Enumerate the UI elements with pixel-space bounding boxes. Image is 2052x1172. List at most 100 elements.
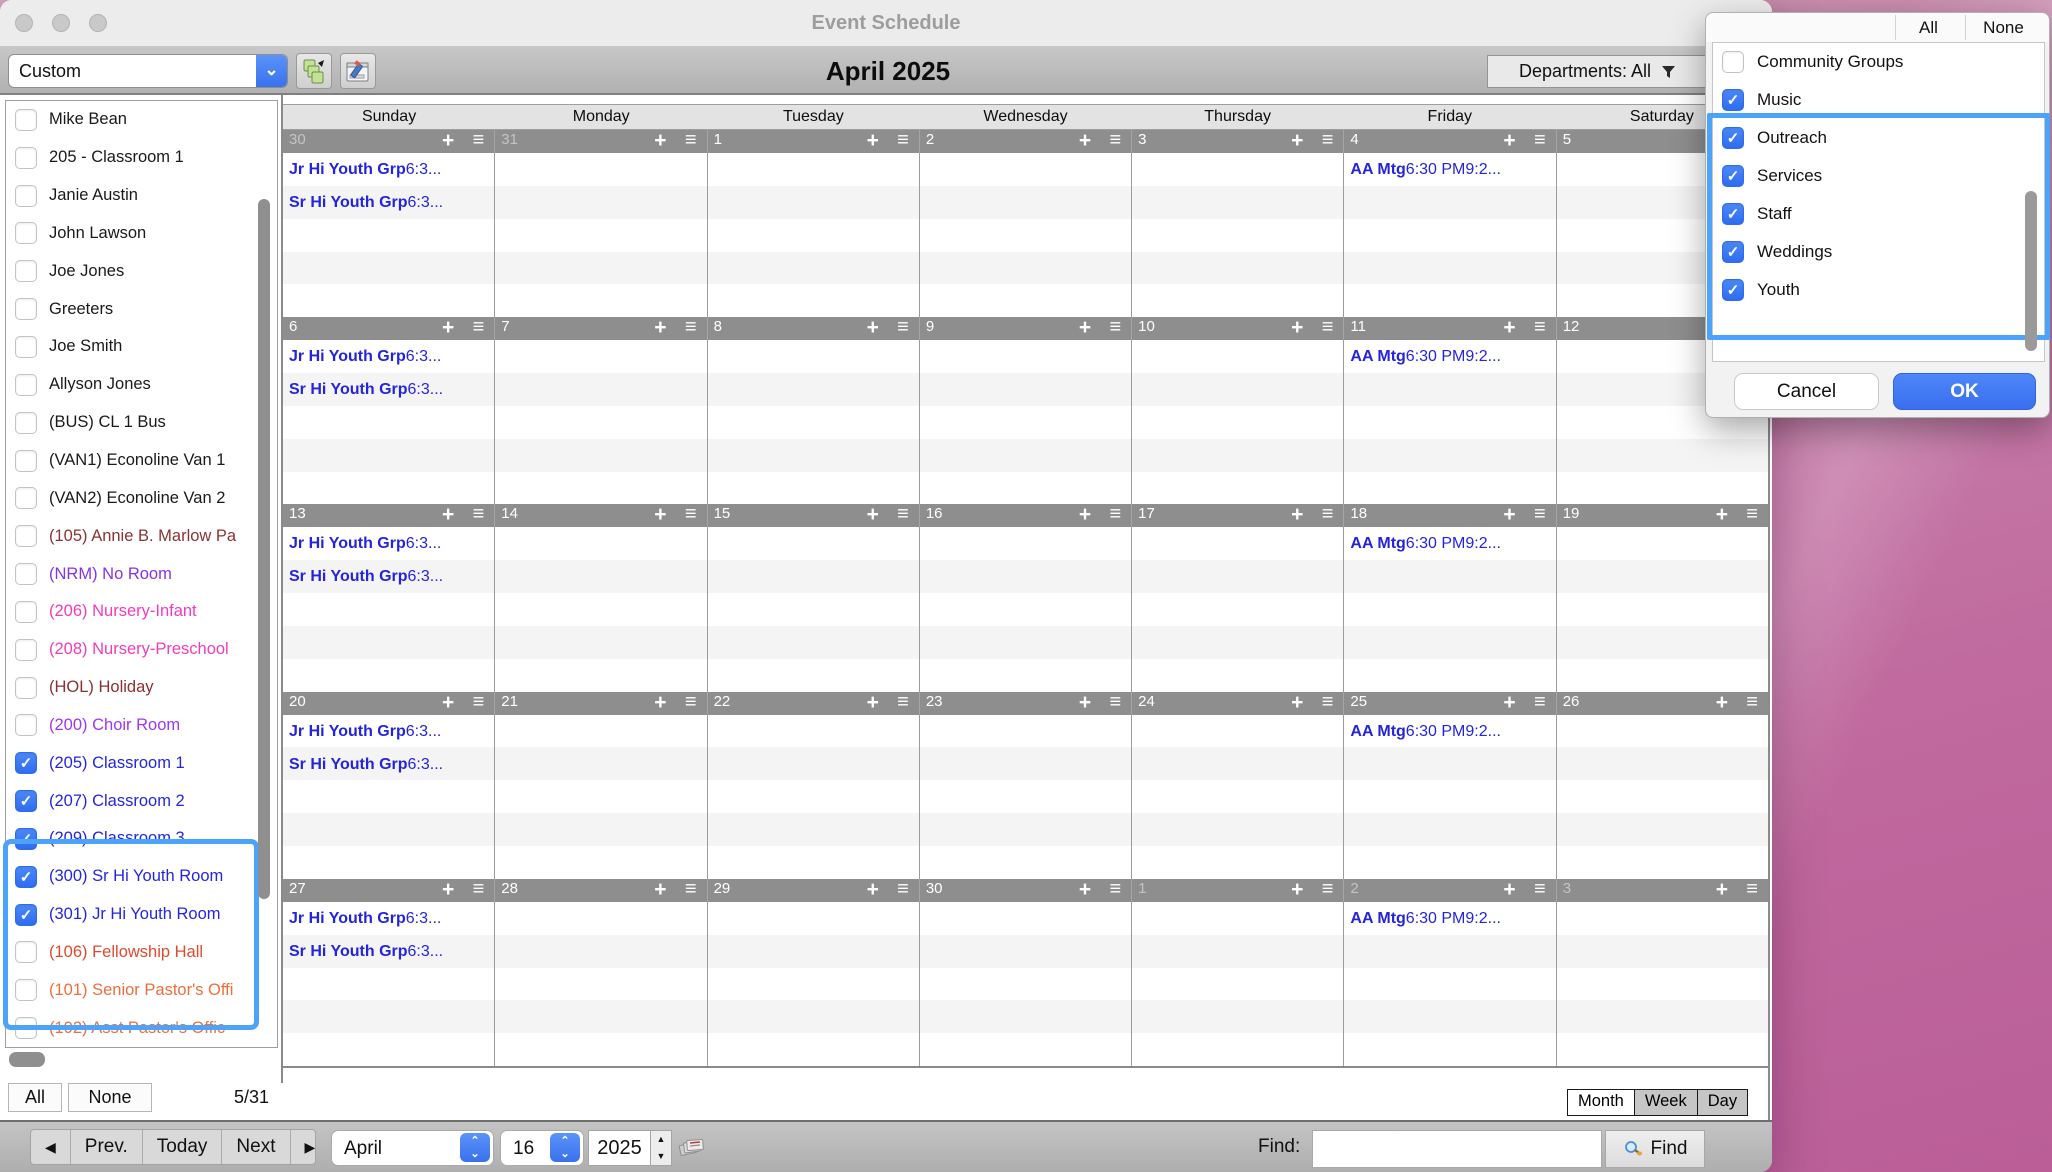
month-view-button[interactable]: Month	[1567, 1089, 1635, 1116]
calendar-event[interactable]: Sr Hi Youth Grp6:3...	[289, 568, 444, 586]
month-stepper-icon[interactable]: ⌃ ⌄	[460, 1133, 490, 1162]
sidebar-item[interactable]: (208) Nursery-Preschool	[6, 631, 277, 669]
sidebar-item[interactable]: ✓ (300) Sr Hi Youth Room	[6, 858, 277, 896]
unchecked-checkbox[interactable]	[1722, 51, 1744, 73]
sidebar-item[interactable]: (BUS) CL 1 Bus	[6, 404, 277, 442]
title-bar[interactable]: Event Schedule	[0, 0, 1772, 47]
day-cell[interactable]	[708, 527, 920, 692]
day-cell[interactable]	[920, 153, 1133, 318]
add-event-icon[interactable]: +	[654, 130, 667, 152]
day-cell-header[interactable]: 9 + ≡	[920, 317, 1133, 341]
close-window-icon[interactable]	[15, 14, 33, 32]
add-event-icon[interactable]: +	[1715, 504, 1728, 527]
day-cell[interactable]	[1132, 527, 1345, 692]
day-cell[interactable]	[495, 340, 708, 505]
checked-checkbox[interactable]: ✓	[15, 865, 37, 888]
day-view-button[interactable]: Day	[1697, 1089, 1749, 1116]
popup-none-button[interactable]: None	[1965, 15, 2041, 40]
day-menu-icon[interactable]: ≡	[1109, 317, 1122, 339]
year-stepper[interactable]: ▲ ▼	[651, 1130, 672, 1166]
day-menu-icon[interactable]: ≡	[1321, 691, 1334, 713]
day-menu-icon[interactable]: ≡	[1321, 317, 1334, 339]
category-item[interactable]: ✓ Staff	[1713, 195, 2044, 233]
day-cell-header[interactable]: 11 + ≡	[1344, 317, 1557, 341]
day-menu-icon[interactable]: ≡	[1109, 130, 1122, 151]
add-event-icon[interactable]: +	[442, 878, 455, 901]
day-menu-icon[interactable]: ≡	[897, 130, 909, 151]
day-cell-header[interactable]: 8 + ≡	[708, 317, 920, 341]
day-cell-header[interactable]: 23 + ≡	[920, 691, 1133, 715]
add-event-icon[interactable]: +	[1715, 691, 1728, 714]
sidebar-horizontal-scrollbar[interactable]	[9, 1052, 45, 1067]
add-event-icon[interactable]: +	[1291, 317, 1304, 340]
add-event-icon[interactable]: +	[1503, 504, 1516, 527]
day-cell[interactable]: Jr Hi Youth Grp6:3... Sr Hi Youth Grp6:3.…	[283, 527, 496, 692]
day-cell[interactable]	[1557, 902, 1768, 1066]
month-stepper[interactable]: April ⌃ ⌄	[331, 1130, 494, 1166]
unchecked-checkbox[interactable]	[15, 260, 37, 283]
add-event-icon[interactable]: +	[1078, 317, 1092, 340]
sidebar-item[interactable]: Mike Bean	[6, 101, 277, 139]
add-event-icon[interactable]: +	[1503, 878, 1516, 901]
day-cell-header[interactable]: 6 + ≡	[283, 317, 496, 341]
add-event-icon[interactable]: +	[654, 691, 667, 714]
day-cell-header[interactable]: 1 + ≡	[1132, 878, 1345, 902]
zoom-window-icon[interactable]	[89, 14, 107, 32]
day-menu-icon[interactable]: ≡	[684, 504, 697, 526]
sidebar-item[interactable]: Greeters	[6, 290, 277, 328]
go-to-date-button[interactable]	[678, 1136, 704, 1163]
day-cell-header[interactable]: 18 + ≡	[1344, 504, 1557, 528]
jump-back-arrow-icon[interactable]: ◀	[31, 1130, 71, 1164]
unchecked-checkbox[interactable]	[15, 714, 37, 737]
day-cell[interactable]	[1132, 153, 1345, 318]
calendar-event[interactable]: AA Mtg6:30 PM9:2...	[1350, 722, 1501, 740]
jump-forward-arrow-icon[interactable]: ▶	[304, 1138, 316, 1155]
day-menu-icon[interactable]: ≡	[472, 317, 485, 339]
sidebar-item[interactable]: (102) Asst Pastor's Offic	[6, 1009, 277, 1047]
unchecked-checkbox[interactable]	[15, 1017, 37, 1040]
day-cell[interactable]: Jr Hi Youth Grp6:3... Sr Hi Youth Grp6:3.…	[283, 714, 496, 879]
sidebar-item[interactable]: John Lawson	[6, 215, 277, 253]
checked-checkbox[interactable]: ✓	[1722, 203, 1744, 225]
day-cell[interactable]: Jr Hi Youth Grp6:3... Sr Hi Youth Grp6:3.…	[283, 901, 496, 1067]
day-cell[interactable]	[708, 340, 920, 505]
calendar-event[interactable]: Sr Hi Youth Grp6:3...	[289, 942, 444, 960]
minimize-window-icon[interactable]	[52, 14, 70, 32]
add-event-icon[interactable]: +	[442, 504, 455, 527]
sidebar-item[interactable]: ✓ (207) Classroom 2	[6, 782, 277, 820]
day-cell-header[interactable]: 1 + ≡	[708, 130, 920, 153]
week-view-button[interactable]: Week	[1634, 1089, 1698, 1116]
add-event-icon[interactable]: +	[866, 130, 879, 152]
day-cell-header[interactable]: 14 + ≡	[495, 504, 708, 528]
add-event-icon[interactable]: +	[1503, 317, 1516, 340]
day-menu-icon[interactable]: ≡	[684, 878, 697, 900]
category-item[interactable]: ✓ Services	[1713, 157, 2044, 195]
day-cell-header[interactable]: 4 + ≡	[1344, 130, 1557, 153]
sidebar-item[interactable]: Joe Jones	[6, 252, 277, 290]
day-cell[interactable]: AA Mtg6:30 PM9:2...	[1344, 527, 1557, 692]
day-cell-header[interactable]: 26 + ≡	[1557, 692, 1768, 715]
day-cell[interactable]	[708, 901, 920, 1067]
day-cell-header[interactable]: 29 + ≡	[708, 878, 920, 902]
year-field[interactable]: 2025	[588, 1130, 651, 1166]
day-cell[interactable]	[1557, 527, 1768, 691]
day-menu-icon[interactable]: ≡	[684, 691, 697, 713]
next-button[interactable]: Next	[222, 1130, 291, 1164]
day-cell[interactable]: AA Mtg6:30 PM9:2...	[1344, 901, 1557, 1067]
add-event-icon[interactable]: +	[866, 504, 879, 527]
add-event-icon[interactable]: +	[1291, 504, 1304, 527]
day-cell[interactable]: AA Mtg6:30 PM9:2...	[1344, 340, 1557, 505]
calendar-event[interactable]: Jr Hi Youth Grp6:3...	[289, 722, 442, 740]
day-cell-header[interactable]: 31 + ≡	[495, 130, 708, 153]
day-cell[interactable]	[708, 153, 920, 318]
day-cell[interactable]	[495, 527, 708, 692]
day-cell-header[interactable]: 24 + ≡	[1132, 691, 1345, 715]
checked-checkbox[interactable]: ✓	[1722, 89, 1744, 111]
today-button[interactable]: Today	[143, 1130, 223, 1164]
unchecked-checkbox[interactable]	[15, 525, 37, 548]
day-menu-icon[interactable]: ≡	[1534, 691, 1546, 713]
day-cell[interactable]	[920, 714, 1133, 879]
calendar-event[interactable]: Sr Hi Youth Grp6:3...	[289, 194, 444, 211]
day-menu-icon[interactable]: ≡	[1534, 317, 1546, 339]
day-menu-icon[interactable]: ≡	[1746, 691, 1758, 713]
